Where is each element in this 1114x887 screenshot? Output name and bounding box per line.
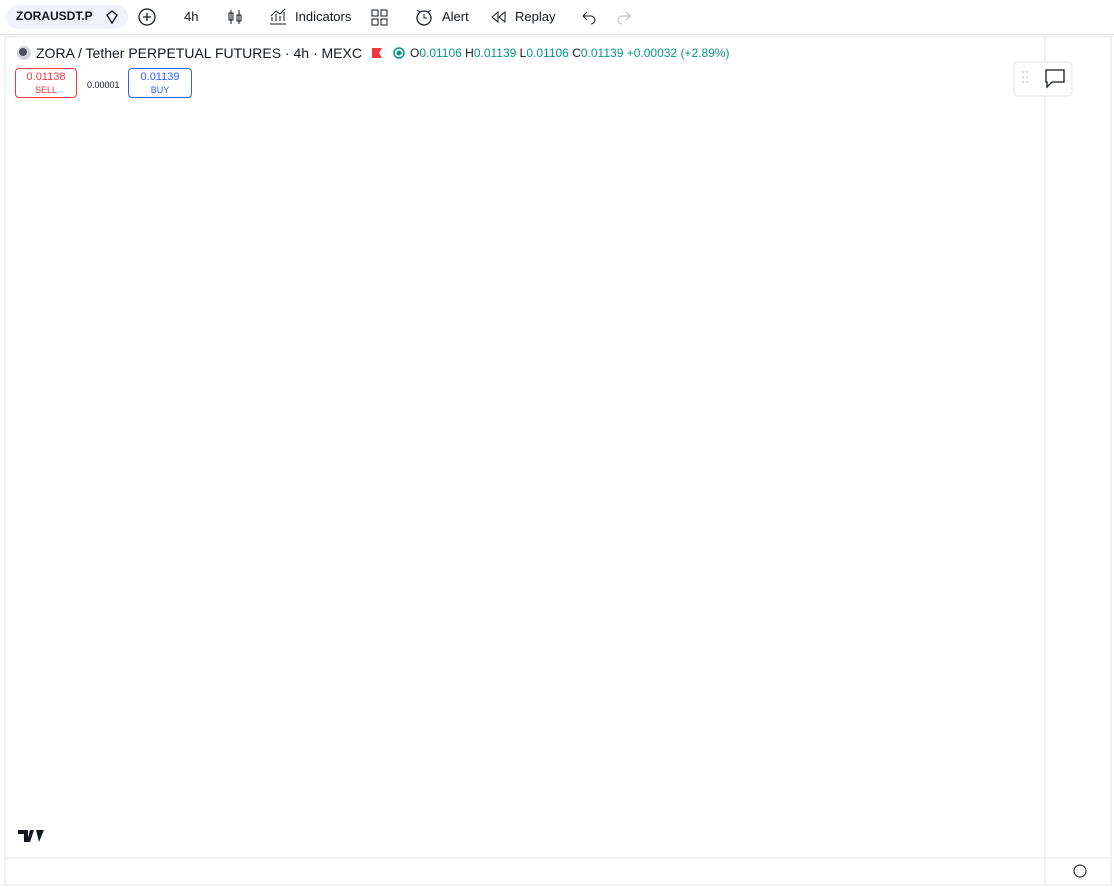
- h: 0.01139: [473, 46, 517, 60]
- layout-icon[interactable]: [371, 9, 389, 27]
- spread: 0.00001: [87, 80, 120, 90]
- l-label: L: [519, 46, 527, 60]
- status-dot: [393, 47, 405, 59]
- indicators[interactable]: Indicators: [295, 9, 352, 24]
- alert-icon[interactable]: [414, 7, 434, 27]
- comment-icon[interactable]: [1045, 69, 1065, 89]
- alert[interactable]: Alert: [442, 9, 469, 24]
- redo-icon[interactable]: [617, 9, 633, 25]
- interval[interactable]: 4h: [184, 9, 199, 24]
- add-icon[interactable]: [137, 7, 157, 27]
- replay[interactable]: Replay: [515, 9, 556, 24]
- symbol-icon: [106, 10, 118, 25]
- candle-icon[interactable]: [226, 8, 244, 26]
- drag-handle: [1022, 71, 1028, 83]
- buy-price: 0.01139: [140, 71, 180, 83]
- indicators-icon[interactable]: [268, 7, 288, 27]
- buy-button[interactable]: 0.01139 BUY: [128, 68, 192, 98]
- legend: ZORA / Tether PERPETUAL FUTURES · 4h · M…: [16, 45, 729, 61]
- undo-icon[interactable]: [580, 9, 596, 25]
- symbol[interactable]: ZORAUSDT.P: [16, 9, 93, 23]
- o-label: O: [409, 46, 420, 60]
- ohlc: O0.01106 H0.01139 L0.01106 C0.01139 +0.0…: [410, 46, 730, 60]
- flag-icon: [371, 48, 382, 58]
- c-label: C: [572, 46, 581, 60]
- sell-label: SELL: [34, 85, 58, 95]
- coin-icon: [17, 46, 31, 60]
- logo: [18, 830, 44, 842]
- legend-title: ZORA / Tether PERPETUAL FUTURES · 4h · M…: [36, 45, 362, 61]
- sell-button[interactable]: 0.01138 SELL: [15, 68, 77, 98]
- change: +0.00032 (+2.89%): [626, 46, 730, 60]
- l: 0.01106: [526, 46, 569, 60]
- chart-frame: [4, 36, 1112, 886]
- replay-icon[interactable]: [490, 10, 506, 24]
- h-label: H: [465, 46, 474, 60]
- sell-price: 0.01138: [26, 71, 66, 83]
- toolbar: ZORAUSDT.P 4h Indicators Alert Replay: [0, 0, 1114, 35]
- settings-icon[interactable]: [1073, 864, 1087, 878]
- buy-label: BUY: [150, 85, 170, 95]
- c: 0.01139: [580, 46, 624, 60]
- o: 0.01106: [419, 46, 462, 60]
- drawing-panel[interactable]: [1013, 61, 1073, 97]
